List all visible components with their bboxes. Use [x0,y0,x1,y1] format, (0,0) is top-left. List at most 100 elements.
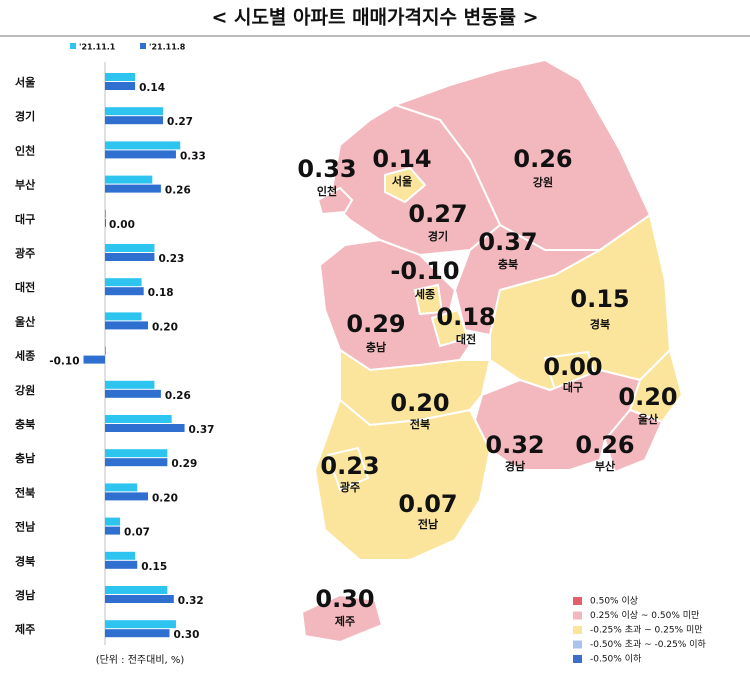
bar [105,415,172,423]
bar [105,517,121,526]
legend-swatch [70,43,76,49]
region-value: 0.26 [513,145,572,173]
bar [105,586,168,594]
bar [105,287,144,296]
bar [105,116,164,125]
region-value: 0.30 [315,585,374,613]
region-value: 0.15 [570,285,629,313]
region [313,398,492,561]
region-value: 0.00 [543,353,602,381]
y-tick-label: 부산 [15,178,35,192]
y-tick-label: 세종 [15,349,35,363]
y-tick-label: 전남 [15,520,35,534]
bar [105,449,168,458]
map-legend-swatch [573,597,582,605]
bar [105,175,153,184]
region-value: -0.10 [390,257,459,285]
value-label: 0.33 [180,150,206,162]
region-name: 충남 [366,340,386,354]
region [300,593,384,644]
bar [105,492,148,501]
bar [105,629,170,638]
region-value: 0.29 [346,310,405,338]
value-label: 0.20 [152,492,178,504]
bar [105,620,176,629]
map-legend-label: 0.25% 이상 ~ 0.50% 미만 [590,610,699,621]
region [603,408,664,474]
legend-label: '21.11.8 [149,43,186,52]
region [430,308,470,348]
bar [105,551,136,560]
y-tick-label: 대전 [15,280,35,294]
region-value: 0.18 [436,303,495,331]
map-legend-swatch [573,640,582,649]
map-legend-swatch [573,626,582,634]
region-value: 0.26 [575,431,634,459]
region-name: 대구 [563,380,583,394]
bar [105,184,161,193]
bar [105,526,121,535]
bar [83,355,105,364]
map-legend-swatch [573,611,582,620]
bar [105,380,155,389]
region-name: 인천 [317,184,337,198]
bar [105,150,176,159]
y-tick-label: 울산 [15,314,35,328]
bar [105,424,185,432]
value-label: 0.37 [189,424,215,436]
region-name: 세종 [415,287,435,301]
region-value: 0.32 [485,431,544,459]
region-name: 부산 [595,459,615,473]
value-label: 0.26 [165,185,191,197]
value-label: 0.23 [158,253,184,265]
y-tick-label: 제주 [15,622,35,636]
y-tick-label: 충남 [15,451,35,465]
region-name: 제주 [335,614,355,628]
y-tick-label: 대구 [15,212,35,226]
bar [105,389,161,398]
map-legend-swatch [573,655,582,663]
bar [105,253,155,261]
value-label: 0.20 [152,321,178,333]
y-tick-label: 충북 [15,417,35,431]
value-label: 0.07 [124,527,150,539]
region-name: 대전 [456,332,476,346]
map-legend-label: -0.50% 이하 [590,654,642,665]
value-label: 0.00 [109,219,135,231]
region [413,283,444,316]
bar [105,560,138,569]
unit-note: (단위 : 전주대비, %) [96,653,185,666]
bar [105,312,142,321]
region-value: 0.37 [478,228,537,256]
map-legend-label: 0.50% 이상 [590,596,638,607]
region-name: 충북 [498,257,518,271]
value-label: 0.14 [139,82,165,94]
bar [105,595,174,603]
bar [105,107,164,116]
map-legend-label: -0.50% 초과 ~ -0.25% 이하 [590,639,707,650]
legend-label: '21.11.1 [79,43,116,52]
region-name: 경기 [428,229,448,243]
value-label: 0.15 [141,561,167,573]
y-tick-label: 서울 [15,75,35,89]
region-name: 경남 [505,459,525,473]
region-name: 서울 [392,174,412,188]
region [384,166,427,204]
value-label: 0.32 [178,595,204,607]
y-tick-label: 광주 [15,247,35,260]
value-label: 0.26 [165,390,191,402]
bar [105,321,148,330]
y-tick-label: 강원 [15,383,35,397]
region-name: 울산 [638,412,658,426]
legend-swatch [140,43,146,49]
region-name: 전남 [418,517,438,531]
y-tick-label: 전북 [15,485,35,499]
bar [105,209,106,218]
region-value: 0.27 [408,200,467,228]
region-value: 0.23 [320,452,379,480]
region-value: 0.07 [398,490,457,518]
bar [105,278,142,287]
y-tick-label: 경남 [15,588,35,602]
bar [105,483,138,492]
value-label: 0.30 [174,629,200,641]
